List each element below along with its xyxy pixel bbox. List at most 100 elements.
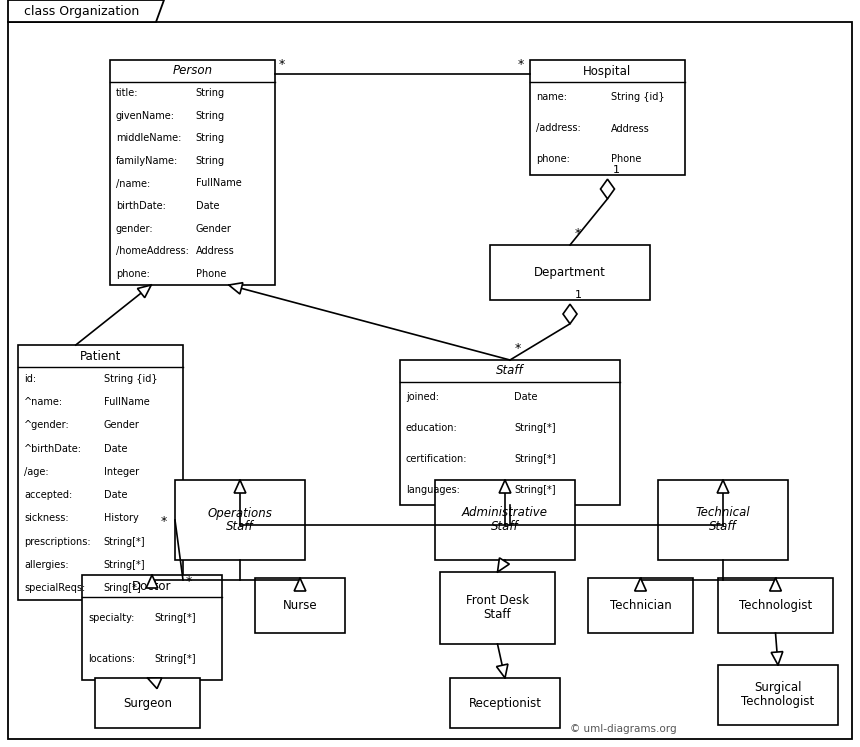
Polygon shape <box>146 575 158 588</box>
Text: String: String <box>196 88 225 99</box>
Text: phone:: phone: <box>536 155 570 164</box>
FancyBboxPatch shape <box>8 22 852 739</box>
Text: ^name:: ^name: <box>24 397 63 407</box>
Text: *: * <box>515 342 521 355</box>
Text: givenName:: givenName: <box>116 111 175 121</box>
Text: String[*]: String[*] <box>514 423 556 433</box>
Text: class Organization: class Organization <box>24 4 139 17</box>
Text: birthDate:: birthDate: <box>116 201 166 211</box>
Text: ^birthDate:: ^birthDate: <box>24 444 82 453</box>
Text: *: * <box>186 575 193 588</box>
FancyBboxPatch shape <box>255 578 345 633</box>
Text: specialReqs:: specialReqs: <box>24 583 85 593</box>
Text: © uml-diagrams.org: © uml-diagrams.org <box>570 724 677 734</box>
Text: Staff: Staff <box>483 609 512 622</box>
Text: String: String <box>196 111 225 121</box>
Text: ^gender:: ^gender: <box>24 421 70 430</box>
Text: Department: Department <box>534 266 606 279</box>
Text: id:: id: <box>24 374 36 384</box>
Text: String[*]: String[*] <box>104 537 145 547</box>
Polygon shape <box>229 282 243 294</box>
Text: specialty:: specialty: <box>88 613 134 623</box>
Text: Technologist: Technologist <box>741 695 814 708</box>
Text: /age:: /age: <box>24 467 49 477</box>
Text: 1: 1 <box>575 290 582 300</box>
Text: Hospital: Hospital <box>583 64 631 78</box>
Text: String: String <box>196 134 225 143</box>
FancyBboxPatch shape <box>718 578 833 633</box>
Text: Gender: Gender <box>104 421 139 430</box>
Text: Surgeon: Surgeon <box>123 696 172 710</box>
Text: Phone: Phone <box>611 155 641 164</box>
Text: Technician: Technician <box>610 599 672 612</box>
Text: String {id}: String {id} <box>104 374 157 384</box>
Text: certification:: certification: <box>406 454 468 464</box>
Text: prescriptions:: prescriptions: <box>24 537 90 547</box>
Text: languages:: languages: <box>406 485 460 495</box>
Text: Staff: Staff <box>710 521 737 533</box>
Text: allergies:: allergies: <box>24 560 69 570</box>
Polygon shape <box>600 179 615 199</box>
Text: History: History <box>104 513 138 524</box>
FancyBboxPatch shape <box>490 245 650 300</box>
Text: FullName: FullName <box>196 179 242 188</box>
FancyBboxPatch shape <box>82 575 222 680</box>
Text: joined:: joined: <box>406 392 439 403</box>
Text: Front Desk: Front Desk <box>466 595 529 607</box>
Text: Integer: Integer <box>104 467 139 477</box>
Text: *: * <box>161 515 167 528</box>
Text: Date: Date <box>514 392 538 403</box>
Text: Receptionist: Receptionist <box>469 696 542 710</box>
Text: Staff: Staff <box>491 521 519 533</box>
Text: String[*]: String[*] <box>514 485 556 495</box>
Text: Technical: Technical <box>696 506 750 519</box>
Polygon shape <box>294 578 306 591</box>
Text: Date: Date <box>104 490 127 500</box>
Polygon shape <box>499 480 511 493</box>
Polygon shape <box>771 651 783 665</box>
Text: *: * <box>279 58 286 71</box>
Text: FullName: FullName <box>104 397 150 407</box>
Text: education:: education: <box>406 423 458 433</box>
Text: accepted:: accepted: <box>24 490 72 500</box>
Text: /homeAddress:: /homeAddress: <box>116 247 189 256</box>
Text: locations:: locations: <box>88 654 135 664</box>
FancyBboxPatch shape <box>450 678 560 728</box>
Text: Nurse: Nurse <box>283 599 317 612</box>
Text: String[*]: String[*] <box>514 454 556 464</box>
Text: sickness:: sickness: <box>24 513 69 524</box>
Text: Doctor: Doctor <box>132 580 172 592</box>
Polygon shape <box>138 285 151 297</box>
Polygon shape <box>563 304 577 323</box>
Text: String {id}: String {id} <box>611 93 664 102</box>
Text: /name:: /name: <box>116 179 150 188</box>
Text: Patient: Patient <box>80 350 121 362</box>
Text: Staff: Staff <box>226 521 254 533</box>
Text: name:: name: <box>536 93 567 102</box>
Text: Address: Address <box>611 123 649 134</box>
Polygon shape <box>496 664 508 678</box>
FancyBboxPatch shape <box>440 572 555 644</box>
FancyBboxPatch shape <box>658 480 788 560</box>
Polygon shape <box>234 480 246 493</box>
Polygon shape <box>497 558 509 572</box>
Text: /address:: /address: <box>536 123 580 134</box>
Text: String[*]: String[*] <box>155 654 196 664</box>
Polygon shape <box>8 0 164 22</box>
Text: Sring[*]: Sring[*] <box>104 583 142 593</box>
Text: Technologist: Technologist <box>739 599 812 612</box>
FancyBboxPatch shape <box>435 480 575 560</box>
Text: Administrative: Administrative <box>462 506 548 519</box>
Text: gender:: gender: <box>116 223 154 234</box>
FancyBboxPatch shape <box>400 360 620 505</box>
Text: Person: Person <box>173 64 212 78</box>
Text: *: * <box>575 227 581 240</box>
Polygon shape <box>717 480 729 493</box>
Text: 1: 1 <box>612 165 619 175</box>
Polygon shape <box>148 678 162 689</box>
FancyBboxPatch shape <box>530 60 685 175</box>
Text: String[*]: String[*] <box>155 613 196 623</box>
Text: Gender: Gender <box>196 223 231 234</box>
Text: title:: title: <box>116 88 138 99</box>
Polygon shape <box>635 578 647 591</box>
